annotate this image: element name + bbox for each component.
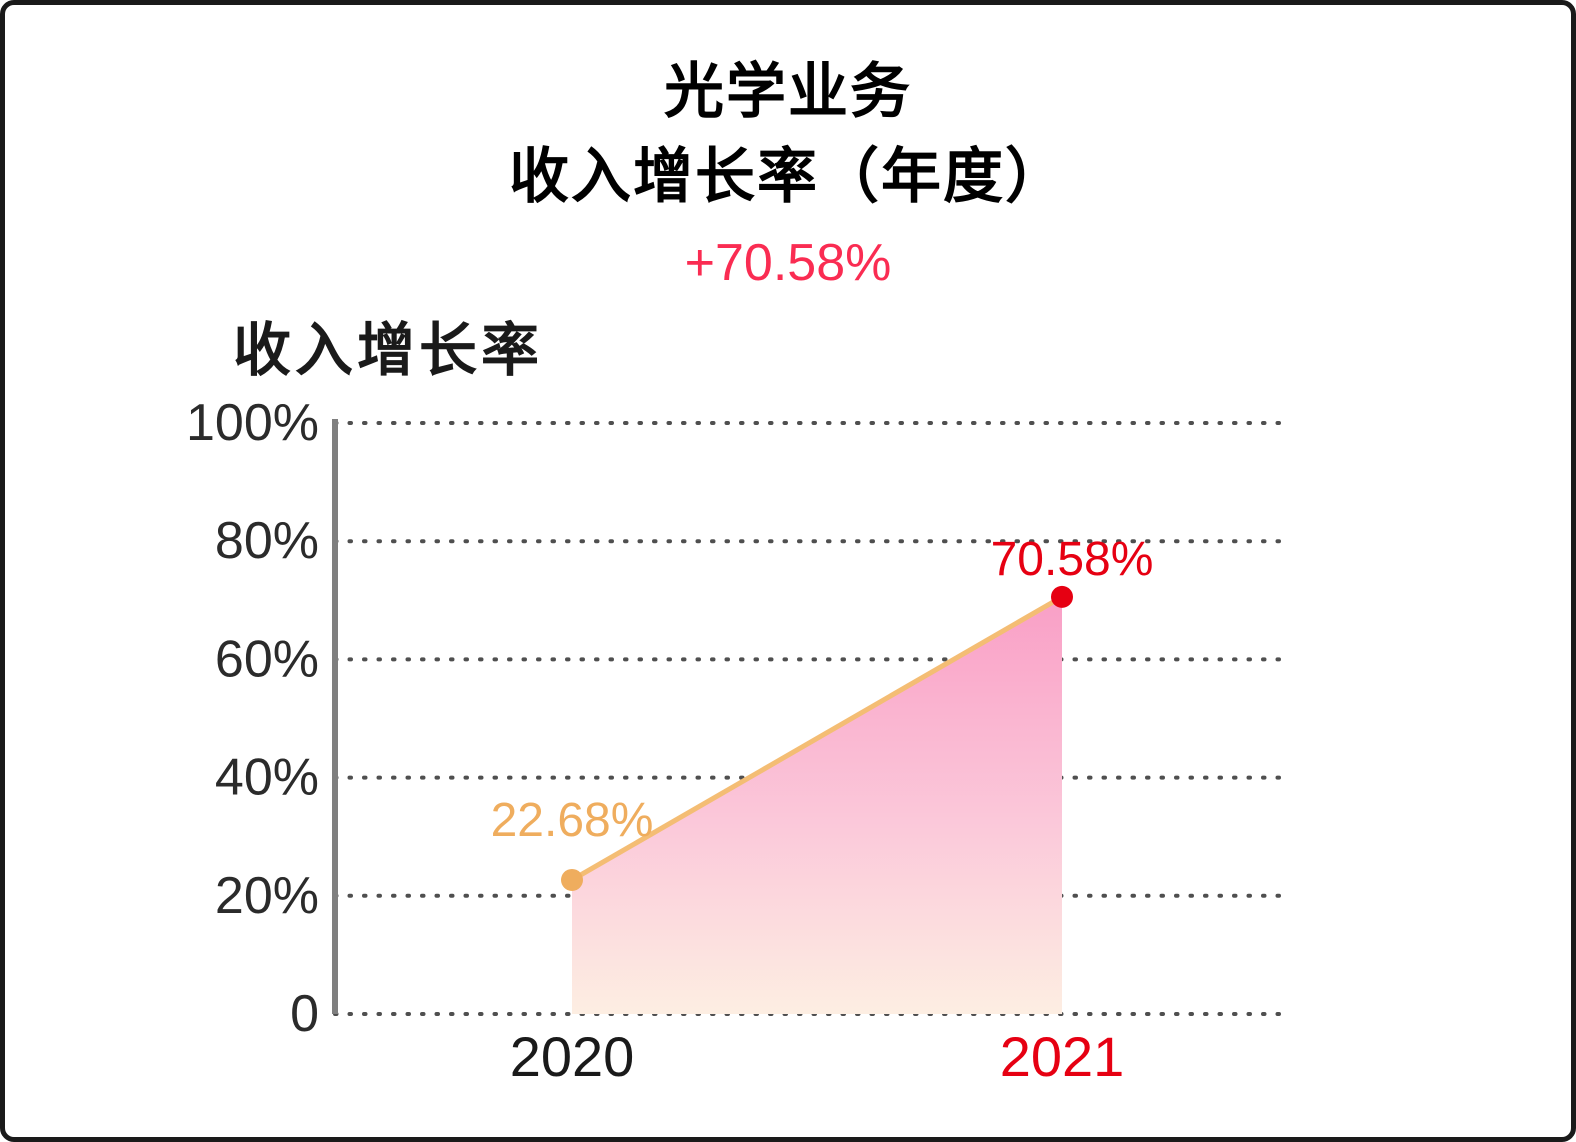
x-label-2020: 2020: [510, 1025, 635, 1088]
trend-line: [570, 594, 1064, 883]
growth-delta-badge: +70.58%: [684, 234, 892, 293]
labels-layer: 0 20% 40% 60% 80% 100% 22.68% 70.58% 2020 2021: [186, 394, 1153, 1088]
x-label-2021: 2021: [1000, 1025, 1125, 1088]
y-tick-label: 20%: [215, 867, 319, 925]
page-title-line2: 收入增长率（年度）: [509, 143, 1067, 211]
y-tick-label: 0: [290, 985, 319, 1043]
data-point-2021: [1051, 585, 1073, 608]
gridlines-layer: [333, 421, 1289, 1016]
value-label-2021: 70.58%: [991, 533, 1154, 586]
series-title: 收入增长率: [233, 318, 544, 383]
y-tick-label: 100%: [186, 394, 319, 452]
growth-area-chart: 0 20% 40% 60% 80% 100% 22.68% 70.58% 2020 2021: [186, 394, 1289, 1088]
y-tick-label: 60%: [215, 630, 319, 688]
data-point-2020: [561, 868, 583, 891]
y-tick-label: 80%: [215, 512, 319, 570]
value-label-2020: 22.68%: [491, 794, 654, 847]
series-layer: [561, 585, 1073, 1014]
chart-header: 光学业务 收入增长率（年度） +70.58%: [5, 49, 1571, 293]
y-tick-label: 40%: [215, 749, 319, 807]
page-title-line1: 光学业务: [664, 58, 912, 125]
area-fill: [572, 596, 1062, 1014]
